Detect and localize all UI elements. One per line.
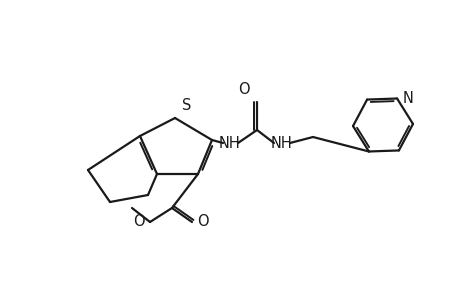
Text: O: O: [238, 82, 249, 97]
Text: O: O: [133, 214, 145, 230]
Text: NH: NH: [270, 136, 292, 151]
Text: S: S: [182, 98, 191, 113]
Text: N: N: [402, 91, 413, 106]
Text: NH: NH: [218, 136, 241, 151]
Text: O: O: [196, 214, 208, 230]
